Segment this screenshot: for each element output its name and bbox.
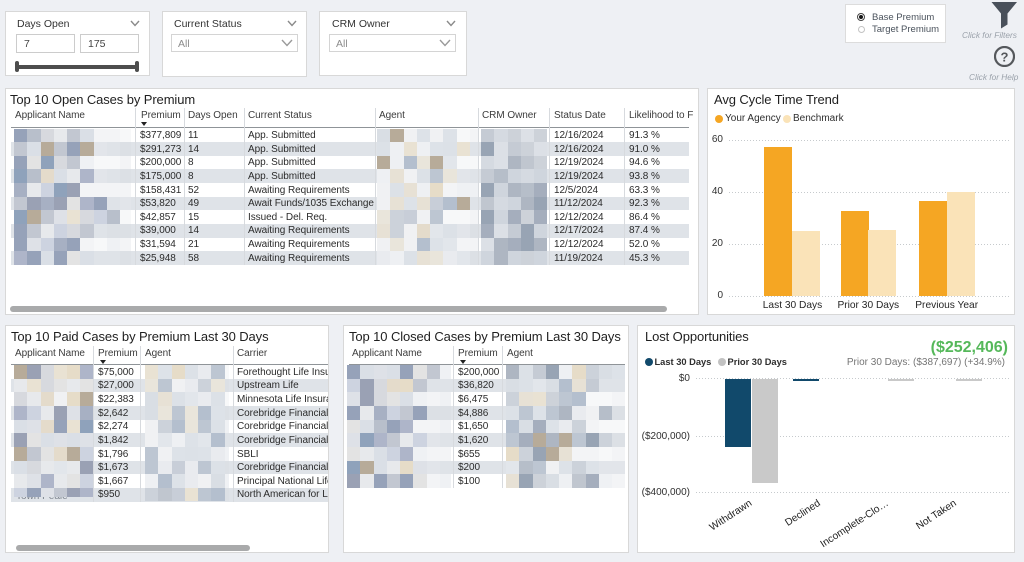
- svg-text:?: ?: [1001, 49, 1009, 64]
